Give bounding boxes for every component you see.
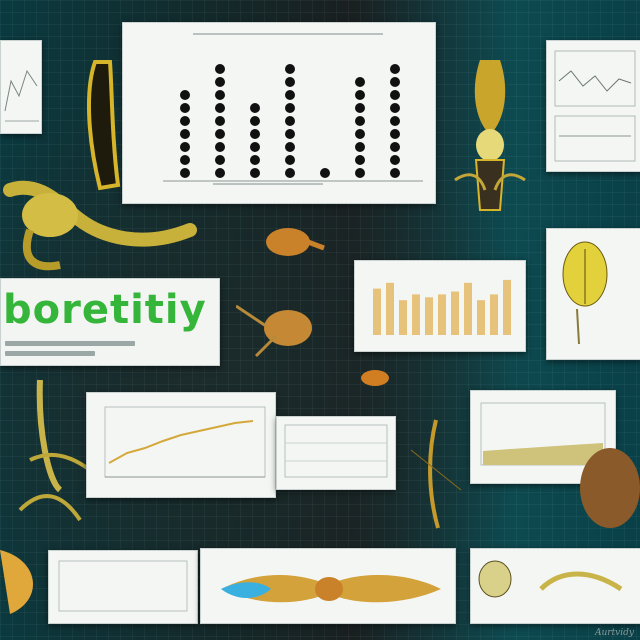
small-orange-shape [361,370,389,386]
moth-specimen [221,575,441,603]
dot-mark [285,64,295,74]
mini-line-chart-panel [0,40,42,134]
dot-mark [215,129,225,139]
dot-mark [390,129,400,139]
area-chart [480,402,606,466]
dot-mark [215,155,225,165]
dot-mark [180,103,190,113]
shell-specimen-icon [0,550,33,614]
dot-mark [250,129,260,139]
dot-mark [390,168,400,178]
signature-watermark: Aurtvidy [594,628,634,638]
dot-mark [215,168,225,178]
dot-mark [180,129,190,139]
dot-mark [390,103,400,113]
wing-icon [410,419,462,529]
orange-bar-chart-panel [354,260,526,352]
dot-mark [180,155,190,165]
dot-mark [215,116,225,126]
orange-creature-icon [266,228,325,256]
bottom-left-panel [48,550,198,624]
dot-mark [215,64,225,74]
dot-mark [355,103,365,113]
dot-bar-chart [163,64,423,182]
dot-mark [285,168,295,178]
dot-mark [215,103,225,113]
dot-mark [355,142,365,152]
dot-mark [355,168,365,178]
text-line-2 [5,351,95,356]
bottom-right-panel [470,548,640,624]
dot-mark [285,116,295,126]
dot-mark [180,142,190,152]
insect-specimen-icon [3,60,197,271]
dot-mark [390,116,400,126]
dot-mark [355,129,365,139]
scatter-line-chart [104,406,266,478]
orange-bar-chart [373,279,511,335]
bottom-center-panel [200,548,456,624]
dot-mark [320,168,330,178]
dot-mark [355,77,365,87]
bar-mark [386,282,394,335]
dot-mark [285,90,295,100]
dot-mark [180,90,190,100]
chart-footer-line [213,183,323,185]
dot-mark [390,77,400,87]
dot-mark [390,64,400,74]
dot-mark [180,116,190,126]
dot-mark [250,142,260,152]
bar-mark [464,282,472,335]
line-chart-top-right [554,50,636,162]
ribcage-specimen [562,241,608,345]
bar-mark [490,294,498,335]
dot-mark [285,77,295,87]
legged-specimen-icon [18,379,92,522]
dot-bar-chart-panel [122,22,436,204]
dot-mark [355,90,365,100]
chart-header-line [193,33,383,35]
table-chart-panel [276,416,396,490]
bar-mark [373,288,381,335]
bar-mark [451,291,459,335]
dot-mark [285,129,295,139]
dot-mark [215,142,225,152]
dot-mark [285,103,295,113]
bottom-right-specimens [478,560,623,598]
dot-mark [285,155,295,165]
scatter-line-chart-panel [86,392,276,498]
dot-mark [215,77,225,87]
bottom-left-chart [58,560,188,612]
dot-mark [250,155,260,165]
coral-specimen-icon [580,448,640,528]
dot-mark [355,155,365,165]
bar-mark [425,297,433,335]
dot-mark [250,168,260,178]
bar-mark [412,294,420,335]
headline-text: boretitiy [3,287,207,333]
dot-mark [390,142,400,152]
bar-mark [503,279,511,335]
mini-line-chart [4,69,39,122]
headline-card: boretitiy [0,278,220,366]
dot-mark [180,168,190,178]
bar-mark [399,300,407,335]
bar-mark [438,294,446,335]
dot-mark [390,90,400,100]
dot-mark [390,155,400,165]
bar-mark [477,300,485,335]
grid-table [284,424,388,478]
dot-mark [250,103,260,113]
skeleton-icon [454,60,526,211]
dot-mark [215,90,225,100]
dot-mark [355,116,365,126]
text-line-1 [5,341,135,346]
dot-mark [250,116,260,126]
specimen-panel-right [546,228,640,360]
line-chart-panel-top-right [546,40,640,172]
dot-mark [285,142,295,152]
beetle-icon [236,304,312,358]
